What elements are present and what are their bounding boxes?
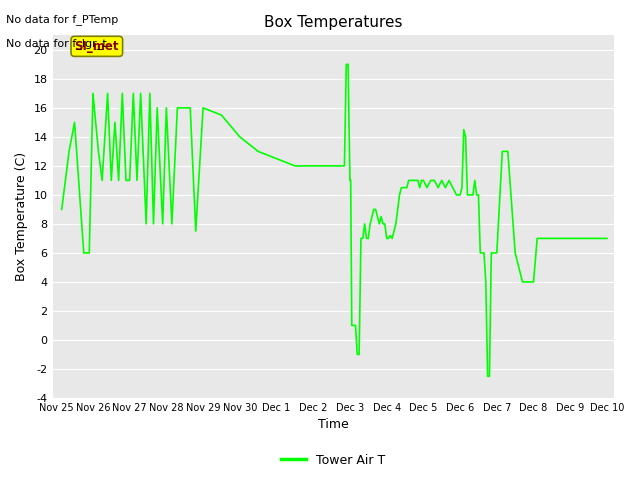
Title: Box Temperatures: Box Temperatures (264, 15, 403, 30)
Y-axis label: Box Temperature (C): Box Temperature (C) (15, 152, 28, 281)
Legend: Tower Air T: Tower Air T (276, 448, 390, 471)
Text: No data for f_PTemp: No data for f_PTemp (6, 14, 118, 25)
X-axis label: Time: Time (318, 419, 349, 432)
Text: SI_met: SI_met (75, 40, 119, 53)
Text: No data for f_lgr_t: No data for f_lgr_t (6, 38, 107, 49)
